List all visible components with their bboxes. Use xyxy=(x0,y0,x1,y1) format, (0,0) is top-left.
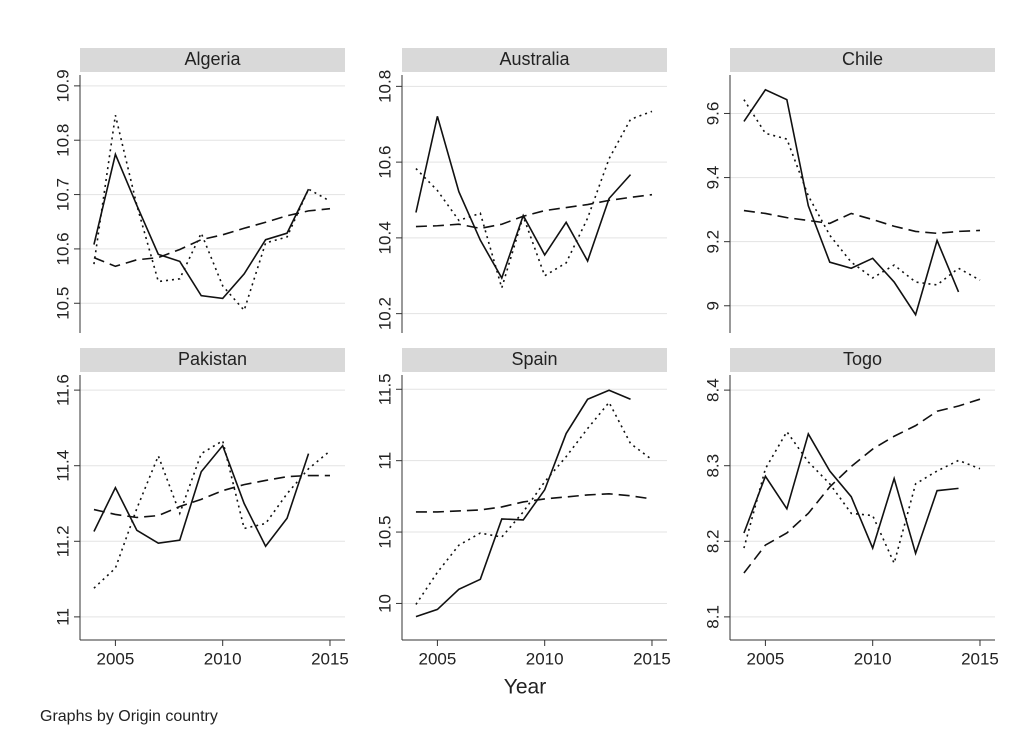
panel-header xyxy=(730,348,995,372)
y-tick-label: 10.6 xyxy=(53,232,72,265)
y-tick-label: 11.2 xyxy=(53,525,72,557)
y-tick-label: 8.2 xyxy=(703,529,722,553)
y-tick-label: 10.8 xyxy=(375,70,394,103)
x-tick-label: 2015 xyxy=(961,649,999,668)
y-tick-label: 10.9 xyxy=(53,69,72,102)
series-line xyxy=(743,88,960,317)
x-tick-label: 2005 xyxy=(418,649,456,668)
x-tick-label: 2015 xyxy=(311,649,349,668)
series-line xyxy=(415,492,653,513)
panel-header xyxy=(402,348,667,372)
panel-title: Australia xyxy=(499,49,570,69)
series-line xyxy=(743,431,959,557)
y-tick-label: 11.6 xyxy=(53,374,72,406)
y-tick-label: 10.2 xyxy=(375,297,394,330)
series-line xyxy=(93,444,310,548)
panel-header xyxy=(80,348,345,372)
series-line xyxy=(415,193,653,230)
series-line xyxy=(743,398,981,574)
x-axis-label: Year xyxy=(504,676,546,699)
y-tick-label: 10.6 xyxy=(375,146,394,179)
y-tick-label: 11 xyxy=(375,452,394,470)
y-tick-label: 10.8 xyxy=(53,124,72,157)
series-line xyxy=(415,110,653,291)
y-tick-label: 9.6 xyxy=(703,102,722,126)
panel-header xyxy=(80,48,345,72)
x-tick-label: 2010 xyxy=(854,649,892,668)
y-tick-label: 10 xyxy=(375,594,394,613)
x-tick-label: 2005 xyxy=(746,649,784,668)
series-line xyxy=(743,209,981,235)
y-tick-label: 10.7 xyxy=(53,178,72,211)
y-tick-label: 9.2 xyxy=(703,230,722,254)
panel-title: Algeria xyxy=(184,49,241,69)
y-tick-label: 11.4 xyxy=(53,450,72,482)
y-tick-label: 8.3 xyxy=(703,454,722,478)
y-tick-label: 10.4 xyxy=(375,221,394,254)
series-line xyxy=(93,474,330,519)
panel-title: Chile xyxy=(842,49,883,69)
y-tick-label: 8.1 xyxy=(703,605,722,629)
x-tick-label: 2015 xyxy=(633,649,671,668)
series-line xyxy=(415,400,653,605)
series-line xyxy=(93,207,331,268)
y-tick-label: 10.5 xyxy=(375,516,394,549)
panel-title: Pakistan xyxy=(178,349,247,369)
y-tick-label: 9.4 xyxy=(703,166,722,190)
y-tick-label: 11 xyxy=(53,608,72,626)
series-line xyxy=(743,430,981,566)
series-line xyxy=(93,151,310,300)
x-tick-label: 2010 xyxy=(526,649,564,668)
series-line xyxy=(93,115,331,312)
y-tick-label: 11.5 xyxy=(375,373,394,405)
panel-title: Togo xyxy=(843,349,882,369)
y-tick-label: 9 xyxy=(703,301,722,310)
y-tick-label: 8.4 xyxy=(703,378,722,402)
panel-title: Spain xyxy=(511,349,557,369)
x-tick-label: 2005 xyxy=(96,649,134,668)
series-line xyxy=(415,116,632,280)
note: Graphs by Origin country xyxy=(40,708,218,725)
x-tick-label: 2010 xyxy=(204,649,242,668)
series-line xyxy=(415,389,631,618)
panel-header xyxy=(402,48,667,72)
panel-header xyxy=(730,48,995,72)
y-tick-label: 10.5 xyxy=(53,287,72,320)
series-line xyxy=(743,99,981,286)
